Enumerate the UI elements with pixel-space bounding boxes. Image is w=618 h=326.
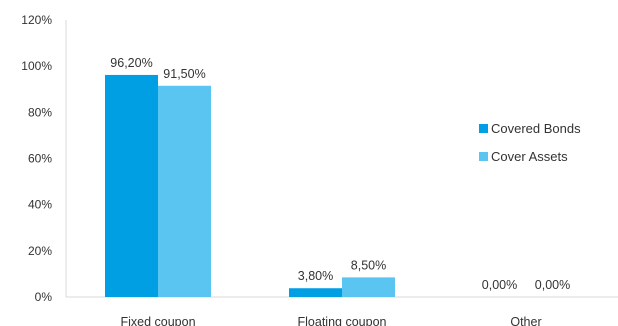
legend-swatch xyxy=(479,152,488,161)
y-tick-labels: 0% 20% 40% 60% 80% 100% 120% xyxy=(21,13,52,304)
data-label: 8,50% xyxy=(351,258,386,272)
legend-swatch xyxy=(479,124,488,133)
legend-label: Cover Assets xyxy=(491,149,568,164)
x-tick-label: Floating coupon xyxy=(298,315,387,326)
y-tick-label: 120% xyxy=(21,13,52,27)
data-label: 91,50% xyxy=(163,67,205,81)
bar xyxy=(289,288,342,297)
bars xyxy=(105,74,395,298)
y-tick-label: 80% xyxy=(28,105,52,119)
bar xyxy=(105,74,158,298)
legend-label: Covered Bonds xyxy=(491,121,581,136)
x-tick-label: Fixed coupon xyxy=(120,315,195,326)
bar xyxy=(158,85,211,297)
data-label: 0,00% xyxy=(535,278,570,292)
category-labels: Fixed coupon Floating coupon Other xyxy=(120,315,541,326)
data-labels: 96,20% 91,50% 3,80% 8,50% 0,00% 0,00% xyxy=(110,56,570,292)
data-label: 0,00% xyxy=(482,278,517,292)
data-label: 3,80% xyxy=(298,269,333,283)
x-tick-label: Other xyxy=(510,315,541,326)
y-tick-label: 40% xyxy=(28,198,52,212)
y-tick-label: 60% xyxy=(28,152,52,166)
data-label: 96,20% xyxy=(110,56,152,70)
bar xyxy=(342,277,395,297)
y-tick-label: 0% xyxy=(35,290,53,304)
y-tick-label: 20% xyxy=(28,244,52,258)
legend: Covered Bonds Cover Assets xyxy=(479,121,581,164)
y-tick-label: 100% xyxy=(21,59,52,73)
